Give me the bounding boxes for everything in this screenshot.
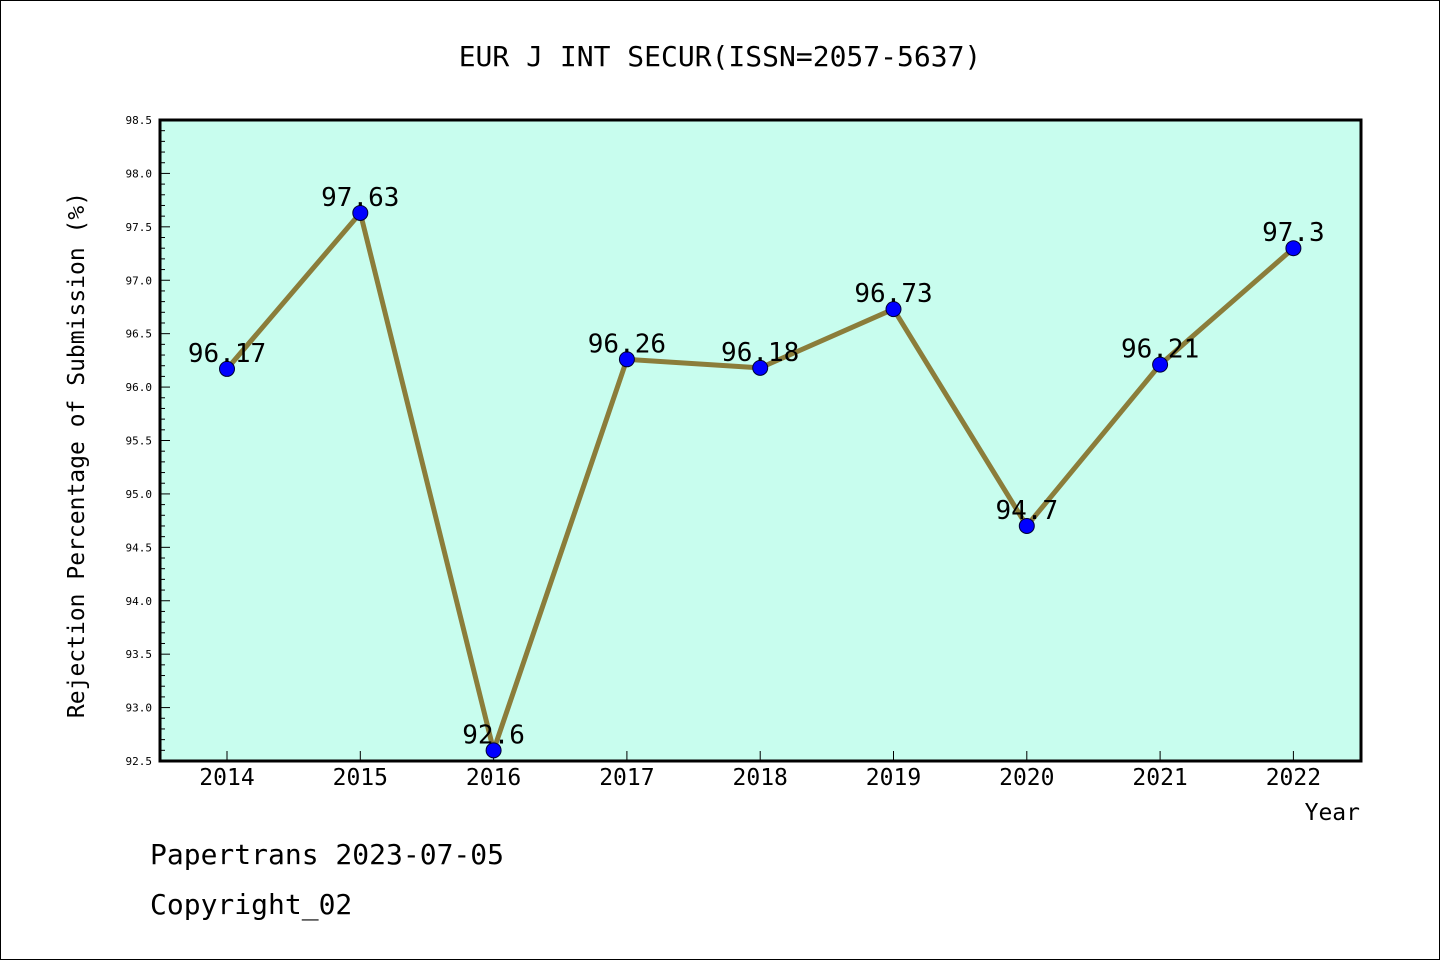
- data-label: 96.17: [188, 339, 266, 369]
- y-tick-label: 97.0: [126, 274, 153, 287]
- x-tick-label: 2018: [733, 765, 788, 791]
- data-labels: 96.17 97.63 92.6 96.26 96.18 96.73 94.7 96.21 97…: [188, 183, 1325, 750]
- data-label: 96.21: [1121, 335, 1199, 365]
- data-point: [1152, 356, 1169, 373]
- y-tick-label: 97.5: [126, 221, 153, 234]
- y-tick-label: 98.0: [126, 167, 153, 180]
- data-point: [885, 301, 902, 318]
- x-tick-label: 2016: [466, 765, 521, 791]
- x-axis: 2014 2015 2016 2017 2018 2019 2020 2021 2022: [199, 751, 1321, 791]
- x-tick-label: 2019: [866, 765, 921, 791]
- y-axis-label: Rejection Percentage of Submission (%): [64, 192, 90, 718]
- data-label: 96.26: [588, 329, 666, 359]
- footer-date: Papertrans 2023-07-05: [150, 838, 504, 871]
- y-tick-label: 93.0: [126, 702, 153, 715]
- data-label: 94.7: [995, 496, 1058, 526]
- data-label: 96.73: [854, 279, 932, 309]
- y-tick-label: 98.5: [126, 114, 153, 127]
- y-tick-label: 96.0: [126, 381, 153, 394]
- data-label: 96.18: [721, 338, 799, 368]
- x-tick-label: 2022: [1266, 765, 1321, 791]
- data-label: 97.3: [1262, 218, 1325, 248]
- x-tick-label: 2014: [199, 765, 254, 791]
- y-tick-label: 94.0: [126, 595, 153, 608]
- plot-area: [158, 118, 1363, 763]
- x-axis-label: Year: [1305, 800, 1360, 826]
- y-tick-label: 96.5: [126, 328, 153, 341]
- footer-copyright: Copyright_02: [150, 888, 352, 922]
- y-axis: 92.5 93.0 93.5 94.0 94.5 95.0 95.5 96.0 96.5 97.0…: [126, 114, 170, 768]
- y-tick-label: 93.5: [126, 648, 153, 661]
- data-point: [752, 359, 769, 376]
- data-point: [485, 742, 502, 759]
- y-tick-label: 92.5: [126, 755, 153, 768]
- y-tick-label: 95.5: [126, 435, 153, 448]
- y-tick-label: 95.0: [126, 488, 153, 501]
- x-tick-label: 2020: [999, 765, 1054, 791]
- data-point: [352, 204, 369, 221]
- series-markers: [219, 204, 1302, 759]
- x-tick-label: 2017: [599, 765, 654, 791]
- x-tick-label: 2021: [1132, 765, 1187, 791]
- data-label: 97.63: [321, 183, 399, 213]
- data-point: [618, 351, 635, 368]
- data-point: [1285, 240, 1302, 257]
- data-point: [1018, 517, 1035, 534]
- x-tick-label: 2015: [333, 765, 388, 791]
- data-point: [219, 360, 235, 377]
- y-tick-label: 94.5: [126, 541, 153, 554]
- data-label: 92.6: [462, 720, 525, 750]
- chart-title: EUR J INT SECUR(ISSN=2057-5637): [459, 40, 982, 73]
